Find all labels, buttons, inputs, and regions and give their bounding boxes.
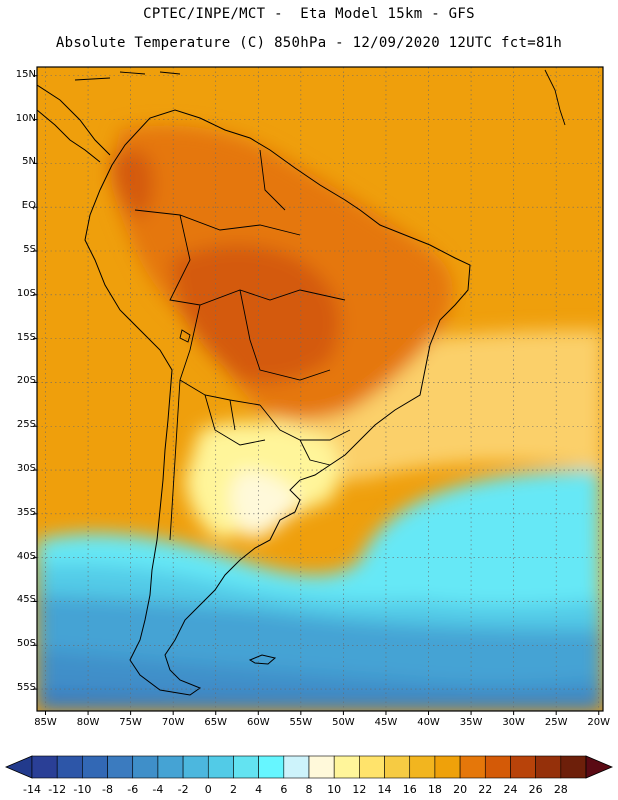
colorbar-swatch — [182, 755, 209, 779]
colorbar-swatch — [132, 755, 159, 779]
colorbar-swatch — [560, 755, 587, 779]
colorbar-swatch — [258, 755, 285, 779]
colorbar-label: 8 — [305, 783, 313, 796]
colorbar-label: 28 — [553, 783, 568, 796]
lon-label: 20W — [587, 717, 611, 728]
colorbar-swatch — [484, 755, 511, 779]
colorbar-under-arrow — [4, 755, 33, 779]
colorbar-swatch — [384, 755, 411, 779]
lat-label: 5S — [23, 244, 36, 255]
chart-title-line2: Absolute Temperature (C) 850hPa - 12/09/… — [55, 35, 563, 51]
lon-label: 35W — [459, 717, 483, 728]
lat-label: 10S — [16, 287, 36, 299]
colorbar-label: 18 — [427, 783, 442, 796]
colorbar-swatch — [31, 755, 58, 779]
colorbar-swatch — [535, 755, 562, 779]
central-america-coastline — [37, 84, 111, 163]
south-america-coastline — [84, 109, 471, 696]
colorbar-label: -6 — [127, 783, 139, 796]
colorbar-swatch — [308, 755, 335, 779]
lon-label: 70W — [161, 717, 185, 728]
colorbar-label: 14 — [377, 783, 392, 796]
colorbar-label: -10 — [73, 783, 92, 796]
colorbar-swatch — [157, 755, 184, 779]
colorbar-label: 26 — [528, 783, 543, 796]
colorbar-swatch — [333, 755, 360, 779]
lon-label: 45W — [374, 717, 398, 728]
falklands — [248, 654, 277, 665]
temperature-field — [37, 67, 603, 711]
lon-label: 50W — [332, 717, 355, 728]
lat-label: 15S — [16, 331, 36, 343]
colorbar-label: 22 — [478, 783, 493, 796]
colorbar-swatch — [56, 755, 83, 779]
map-frame — [36, 66, 604, 712]
colorbar-label: -2 — [177, 783, 189, 796]
chart-title-line1: CPTEC/INPE/MCT - Eta Model 15km - GFS — [143, 6, 475, 22]
lat-label: 25S — [16, 419, 36, 431]
colorbar-label: 24 — [503, 783, 518, 796]
colorbar-label: 4 — [255, 783, 263, 796]
colorbar-label: -8 — [102, 783, 114, 796]
lon-label: 80W — [76, 717, 100, 728]
lon-label: 30W — [502, 717, 525, 728]
lon-label: 40W — [417, 717, 440, 728]
lat-label: 50S — [16, 638, 36, 650]
colorbar-label: 12 — [352, 783, 367, 796]
colorbar-label: 2 — [229, 783, 237, 796]
lon-label: 55W — [289, 717, 313, 728]
lat-label: EQ — [21, 200, 36, 212]
colorbar-label: 16 — [402, 783, 417, 796]
lat-label: 15N — [15, 68, 36, 80]
lon-label: 85W — [34, 717, 57, 728]
lat-label: 5N — [22, 156, 36, 168]
country-borders — [134, 149, 351, 541]
lon-label: 75W — [119, 717, 142, 728]
colorbar-swatch — [409, 755, 436, 779]
graticule — [37, 67, 603, 711]
colorbar-swatch — [107, 755, 134, 779]
colorbar-swatch — [233, 755, 259, 779]
colorbar — [4, 755, 614, 779]
lon-label: 65W — [204, 717, 228, 728]
lon-label: 60W — [246, 717, 270, 728]
caribbean-islands — [74, 69, 566, 126]
colorbar-label: 0 — [204, 783, 212, 796]
colorbar-swatch — [207, 755, 234, 779]
lat-label: 45S — [16, 594, 36, 606]
colorbar-label: 10 — [327, 783, 342, 796]
colorbar-label: -12 — [48, 783, 67, 796]
lat-label: 10N — [15, 112, 36, 124]
lat-label: 55S — [16, 682, 36, 694]
lat-label: 40S — [16, 550, 36, 562]
colorbar-label: -4 — [152, 783, 164, 796]
lon-label: 25W — [544, 717, 568, 728]
lat-label: 20S — [16, 375, 36, 387]
lake-titicaca — [179, 329, 191, 343]
colorbar-label: 6 — [280, 783, 288, 796]
colorbar-swatch — [283, 755, 310, 779]
lat-label: 35S — [16, 506, 36, 518]
colorbar-over-arrow — [585, 755, 614, 779]
colorbar-label: -14 — [23, 783, 41, 796]
colorbar-label: 20 — [453, 783, 468, 796]
colorbar-swatch — [459, 755, 486, 779]
colorbar-swatch — [359, 755, 385, 779]
colorbar-swatch — [82, 755, 108, 779]
colorbar-swatch — [434, 755, 461, 779]
colorbar-swatch — [510, 755, 536, 779]
lat-label: 30S — [16, 463, 36, 475]
